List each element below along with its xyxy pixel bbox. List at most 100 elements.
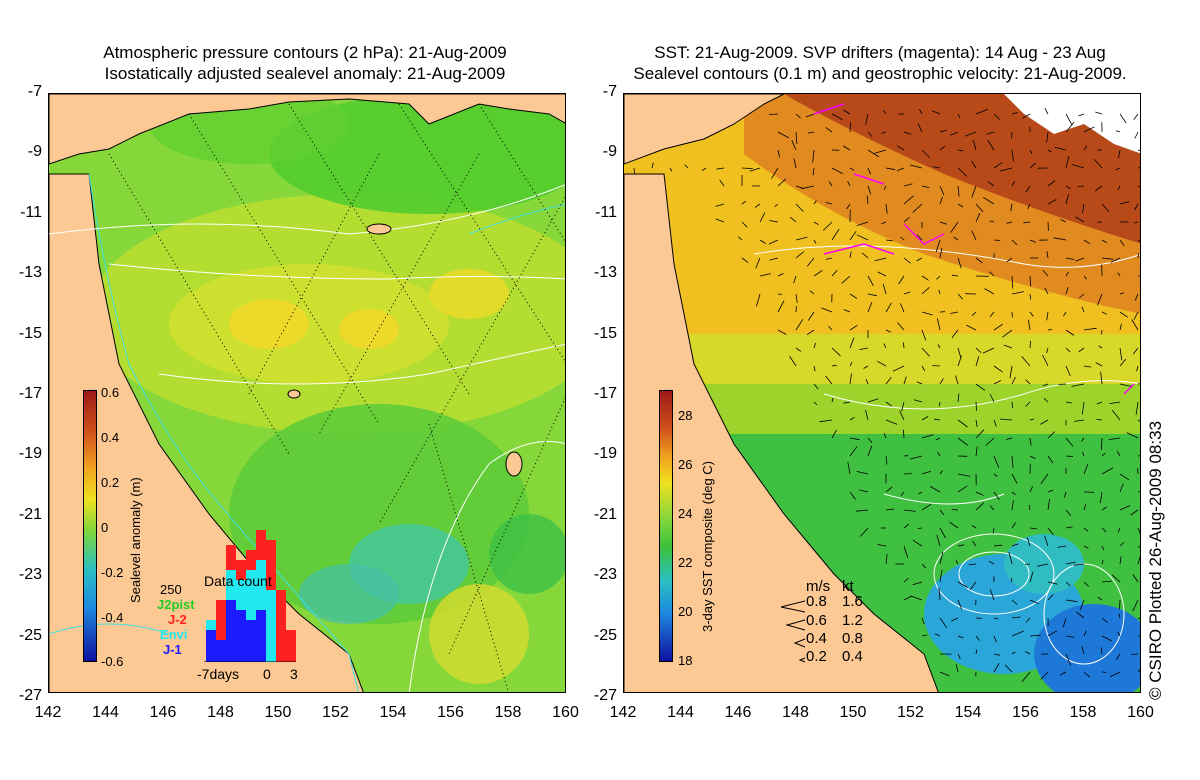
velocity-arrow: [1047, 431, 1056, 439]
velocity-arrow: [1137, 149, 1140, 152]
velocity-arrow: [913, 399, 923, 403]
right-cbar-title: 3-day SST composite (deg C): [700, 461, 715, 632]
velocity-arrow: [885, 554, 888, 565]
velocity-arrow: [939, 185, 945, 196]
velocity-arrow: [1040, 671, 1049, 680]
left-cbar-tick-2: 0.2: [101, 475, 120, 490]
velocity-arrow: [1109, 401, 1121, 404]
velocity-arrow: [965, 131, 977, 137]
velocity-arrow: [1078, 293, 1085, 299]
velocity-arrow: [831, 364, 837, 367]
velocity-arrow: [1065, 156, 1070, 169]
velocity-arrow: [1047, 149, 1052, 153]
lon-tick-146: 146: [724, 704, 752, 721]
velocity-arrow: [957, 581, 968, 588]
velocity-arrow: [877, 544, 887, 547]
velocity-arrow: [1101, 559, 1104, 565]
velocity-arrow: [1081, 306, 1085, 313]
velocity-arrow: [903, 257, 911, 264]
velocity-arrow: [921, 287, 930, 295]
lon-tick-160: 160: [552, 704, 579, 721]
velocity-arrow: [1109, 671, 1121, 678]
velocity-arrow: [1003, 344, 1013, 349]
velocity-arrow: [825, 202, 833, 205]
velocity-arrow: [1029, 634, 1041, 637]
sst-colorbar: [659, 390, 673, 662]
velocity-arrow: [865, 410, 869, 421]
velocity-arrow: [1137, 419, 1140, 422]
velocity-arrow: [1101, 545, 1105, 551]
lat-tick--17: -17: [593, 385, 617, 402]
velocity-arrow: [867, 398, 879, 403]
velocity-arrow: [831, 113, 843, 120]
velocity-arrow: [896, 167, 905, 172]
velocity-arrow: [1119, 483, 1124, 493]
velocity-arrow: [1046, 131, 1049, 143]
velocity-arrow: [999, 167, 1013, 172]
velocity-arrow: [813, 365, 816, 372]
velocity-arrow: [749, 167, 761, 172]
velocity-arrow: [903, 291, 911, 295]
velocity-legend-header-ms: m/s: [806, 578, 831, 595]
velocity-arrow: [921, 185, 930, 188]
velocity-arrow: [867, 445, 873, 457]
velocity-arrow: [932, 365, 941, 367]
velocity-arrow: [1029, 293, 1032, 300]
velocity-arrow: [1082, 451, 1085, 457]
velocity-arrow: [1029, 527, 1038, 530]
velocity-arrow: [1011, 630, 1024, 637]
velocity-arrow: [937, 344, 941, 349]
velocity-arrow: [759, 239, 766, 244]
velocity-arrow: [777, 131, 789, 139]
right-map-panel: [623, 93, 1141, 693]
velocity-arrow: [1006, 257, 1013, 263]
velocity-arrow: [916, 257, 923, 262]
velocity-arrow: [859, 489, 869, 493]
velocity-arrow: [1026, 537, 1031, 547]
velocity-arrow: [882, 283, 887, 295]
left-cbar-tick-4: -0.2: [101, 565, 124, 580]
velocity-arrow: [716, 167, 725, 170]
velocity-arrow: [877, 271, 887, 277]
velocity-arrow: [975, 257, 983, 264]
velocity-arrow: [1028, 319, 1031, 331]
velocity-arrow: [828, 181, 833, 187]
velocity-arrow: [885, 377, 892, 385]
velocity-arrow: [951, 329, 959, 339]
velocity-arrow: [795, 236, 808, 241]
data-count-title: Data count: [204, 573, 272, 589]
velocity-arrow: [831, 167, 843, 174]
velocity-arrow: [993, 617, 999, 620]
velocity-arrow: [901, 401, 905, 412]
velocity-arrow: [1053, 237, 1067, 241]
left-cbar-tick-1: 0.4: [101, 430, 120, 445]
velocity-arrow: [1083, 671, 1091, 678]
velocity-arrow: [1011, 651, 1016, 655]
velocity-arrow: [867, 275, 874, 286]
velocity-arrow: [1137, 556, 1140, 565]
velocity-arrow: [813, 342, 816, 349]
velocity-arrow: [741, 200, 747, 205]
velocity-arrow: [1047, 527, 1054, 536]
velocity-arrow: [1011, 455, 1014, 469]
velocity-arrow: [1065, 526, 1073, 529]
velocity-arrow: [910, 164, 923, 169]
velocity-arrow: [1073, 563, 1085, 566]
velocity-arrow: [939, 671, 950, 677]
right-cbar-tick-5: 18: [678, 653, 693, 668]
velocity-arrow: [1065, 581, 1071, 587]
velocity-arrow: [1047, 594, 1054, 601]
velocity-arrow: [938, 587, 941, 601]
velocity-arrow: [957, 653, 961, 660]
velocity-arrow: [856, 471, 869, 475]
lon-tick-144: 144: [667, 704, 694, 721]
velocity-arrow: [1083, 145, 1088, 151]
velocity-arrow: [843, 401, 851, 404]
velocity-arrow: [1083, 630, 1087, 637]
velocity-arrow: [1054, 146, 1067, 151]
velocity-arrow: [989, 220, 995, 223]
lat-tick--15: -15: [593, 324, 617, 342]
velocity-arrow: [969, 581, 977, 591]
velocity-arrow: [987, 139, 995, 151]
velocity-arrow: [957, 544, 965, 547]
